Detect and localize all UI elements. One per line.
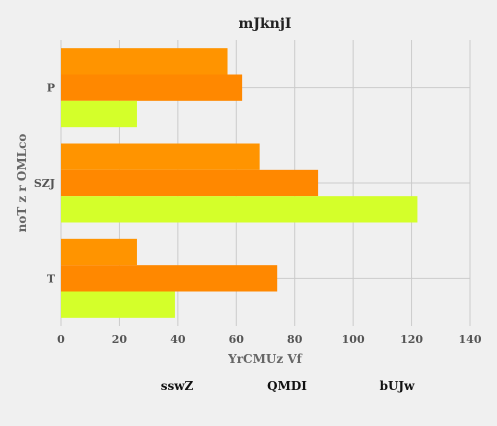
x-axis-label: YrCMUz Vf [227, 352, 302, 366]
bar-szj-bujw [61, 196, 418, 223]
x-tick-label: 100 [342, 333, 365, 346]
x-tick-label: 40 [170, 333, 186, 346]
x-axis-ticks: 0 20 40 60 80 100 120 140 [57, 333, 482, 346]
y-tick-label: P [47, 82, 55, 95]
bars [61, 48, 418, 318]
y-axis-label: noT z r OMLco [15, 134, 29, 233]
bar-szj-sswz [61, 143, 260, 170]
legend-item-qmdi: QMDI [267, 379, 307, 393]
bar-t-qmdi [61, 265, 278, 292]
x-tick-label: 140 [459, 333, 482, 346]
chart-title: mJknjI [239, 16, 292, 32]
bar-t-sswz [61, 238, 137, 266]
legend: sswZ QMDI bUJw [161, 379, 415, 393]
x-tick-label: 0 [57, 333, 65, 346]
y-tick-label: T [47, 272, 56, 285]
bar-t-bujw [61, 291, 175, 318]
x-tick-label: 60 [229, 333, 245, 346]
bar-p-sswz [61, 48, 228, 75]
legend-item-bujw: bUJw [380, 379, 416, 393]
bar-p-qmdi [61, 74, 243, 101]
x-tick-label: 20 [112, 333, 128, 346]
legend-item-sswz: sswZ [161, 379, 194, 393]
x-tick-label: 120 [400, 333, 423, 346]
bar-p-bujw [61, 100, 137, 128]
y-axis-ticks: P SZJ T [34, 82, 56, 286]
bar-szj-qmdi [61, 169, 319, 197]
y-tick-label: SZJ [34, 177, 55, 190]
x-tick-label: 80 [287, 333, 303, 346]
